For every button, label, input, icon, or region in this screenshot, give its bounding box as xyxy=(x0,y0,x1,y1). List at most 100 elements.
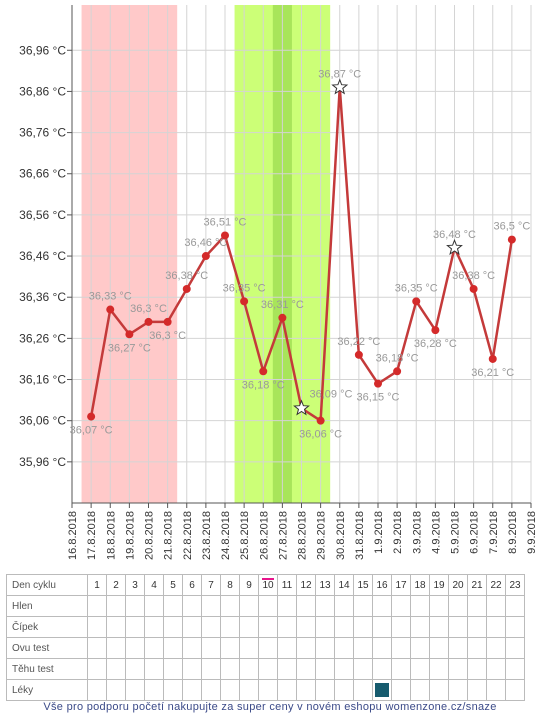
table-cell[interactable] xyxy=(277,658,297,680)
table-cell[interactable] xyxy=(239,658,259,680)
table-cell[interactable] xyxy=(220,679,240,701)
table-cell[interactable] xyxy=(125,658,145,680)
table-cell[interactable] xyxy=(410,658,430,680)
table-cell[interactable] xyxy=(410,595,430,617)
table-cell[interactable] xyxy=(467,637,487,659)
table-cell[interactable] xyxy=(486,658,506,680)
table-cell[interactable] xyxy=(505,658,525,680)
table-cell[interactable] xyxy=(182,595,202,617)
table-cell[interactable] xyxy=(182,616,202,638)
table-cell[interactable] xyxy=(201,616,221,638)
table-cell[interactable] xyxy=(353,679,373,701)
table-cell[interactable] xyxy=(106,679,126,701)
table-cell[interactable] xyxy=(315,679,335,701)
table-cell[interactable] xyxy=(277,637,297,659)
table-cell[interactable] xyxy=(467,679,487,701)
table-cell[interactable] xyxy=(220,595,240,617)
table-cell[interactable] xyxy=(201,679,221,701)
table-cell[interactable] xyxy=(182,637,202,659)
table-cell[interactable] xyxy=(144,616,164,638)
table-cell[interactable] xyxy=(372,679,392,701)
table-cell[interactable] xyxy=(144,679,164,701)
table-cell[interactable] xyxy=(448,679,468,701)
table-cell[interactable] xyxy=(410,616,430,638)
table-cell[interactable] xyxy=(448,658,468,680)
table-cell[interactable] xyxy=(353,637,373,659)
table-cell[interactable] xyxy=(334,616,354,638)
table-cell[interactable] xyxy=(239,595,259,617)
table-cell[interactable] xyxy=(258,679,278,701)
table-cell[interactable] xyxy=(315,616,335,638)
table-cell[interactable] xyxy=(448,595,468,617)
table-cell[interactable] xyxy=(220,658,240,680)
table-cell[interactable] xyxy=(391,637,411,659)
table-cell[interactable] xyxy=(239,637,259,659)
table-cell[interactable] xyxy=(410,679,430,701)
table-cell[interactable] xyxy=(315,658,335,680)
table-cell[interactable] xyxy=(87,637,107,659)
table-cell[interactable] xyxy=(486,616,506,638)
table-cell[interactable] xyxy=(125,679,145,701)
table-cell[interactable] xyxy=(201,658,221,680)
table-cell[interactable] xyxy=(144,637,164,659)
table-cell[interactable] xyxy=(334,637,354,659)
table-cell[interactable] xyxy=(410,637,430,659)
table-cell[interactable] xyxy=(125,616,145,638)
table-cell[interactable] xyxy=(106,658,126,680)
table-cell[interactable] xyxy=(182,679,202,701)
table-cell[interactable] xyxy=(429,637,449,659)
table-cell[interactable] xyxy=(296,616,316,638)
table-cell[interactable] xyxy=(391,658,411,680)
table-cell[interactable] xyxy=(87,658,107,680)
table-cell[interactable] xyxy=(315,637,335,659)
table-cell[interactable] xyxy=(467,658,487,680)
table-cell[interactable] xyxy=(125,595,145,617)
table-cell[interactable] xyxy=(144,658,164,680)
table-cell[interactable] xyxy=(372,616,392,638)
table-cell[interactable] xyxy=(353,616,373,638)
footer-promo-text[interactable]: Vše pro podporu početí nakupujte za supe… xyxy=(43,701,497,713)
table-cell[interactable] xyxy=(163,616,183,638)
table-cell[interactable] xyxy=(296,679,316,701)
table-cell[interactable] xyxy=(334,679,354,701)
table-cell[interactable] xyxy=(391,616,411,638)
table-cell[interactable] xyxy=(163,637,183,659)
table-cell[interactable] xyxy=(163,595,183,617)
table-cell[interactable] xyxy=(87,595,107,617)
table-cell[interactable] xyxy=(391,679,411,701)
table-cell[interactable] xyxy=(296,658,316,680)
table-cell[interactable] xyxy=(277,616,297,638)
table-cell[interactable] xyxy=(106,616,126,638)
table-cell[interactable] xyxy=(258,658,278,680)
table-cell[interactable] xyxy=(277,679,297,701)
table-cell[interactable] xyxy=(486,679,506,701)
table-cell[interactable] xyxy=(391,595,411,617)
table-cell[interactable] xyxy=(505,679,525,701)
table-cell[interactable] xyxy=(467,595,487,617)
table-cell[interactable] xyxy=(486,637,506,659)
table-cell[interactable] xyxy=(106,637,126,659)
table-cell[interactable] xyxy=(258,637,278,659)
table-cell[interactable] xyxy=(429,595,449,617)
table-cell[interactable] xyxy=(429,658,449,680)
table-cell[interactable] xyxy=(505,595,525,617)
table-cell[interactable] xyxy=(163,658,183,680)
table-cell[interactable] xyxy=(144,595,164,617)
table-cell[interactable] xyxy=(220,637,240,659)
table-cell[interactable] xyxy=(334,658,354,680)
table-cell[interactable] xyxy=(277,595,297,617)
table-cell[interactable] xyxy=(239,679,259,701)
table-cell[interactable] xyxy=(87,679,107,701)
table-cell[interactable] xyxy=(429,616,449,638)
table-cell[interactable] xyxy=(87,616,107,638)
table-cell[interactable] xyxy=(486,595,506,617)
table-cell[interactable] xyxy=(334,595,354,617)
table-cell[interactable] xyxy=(505,637,525,659)
table-cell[interactable] xyxy=(372,637,392,659)
table-cell[interactable] xyxy=(353,658,373,680)
table-cell[interactable] xyxy=(448,637,468,659)
table-cell[interactable] xyxy=(106,595,126,617)
table-cell[interactable] xyxy=(372,595,392,617)
table-cell[interactable] xyxy=(296,637,316,659)
table-cell[interactable] xyxy=(505,616,525,638)
